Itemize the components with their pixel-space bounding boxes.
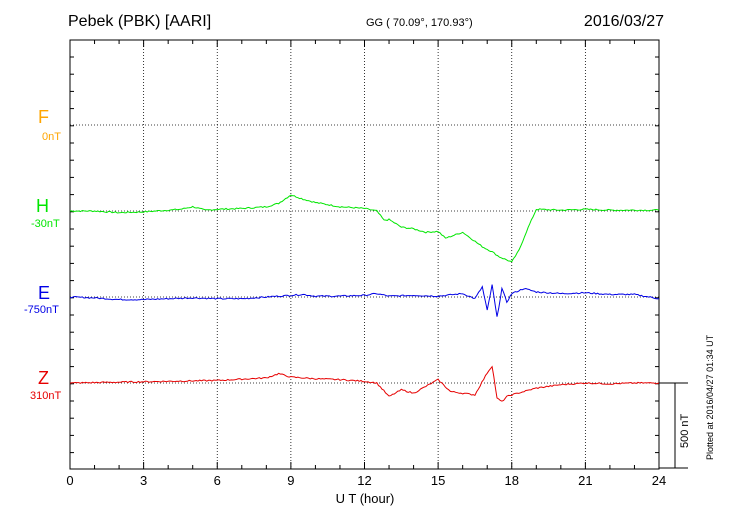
x-tick-label: 6: [214, 473, 221, 488]
x-tick-label: 3: [140, 473, 147, 488]
plot-frame: [69, 39, 660, 470]
x-axis-label: U T (hour): [335, 491, 395, 506]
scale-bar-label: 500 nT: [679, 413, 691, 448]
date-title: 2016/03/27: [583, 13, 664, 30]
series-label-e: E: [38, 283, 51, 303]
series-offset-h: -30nT: [31, 218, 60, 230]
series-label-f: F: [38, 107, 49, 127]
station-coords: GG ( 70.09°, 170.93°): [366, 17, 473, 29]
series-offset-f: 0nT: [42, 131, 61, 143]
station-title: Pebek (PBK) [AARI]: [68, 13, 212, 30]
series-label-z: Z: [38, 368, 49, 388]
x-tick-label: 21: [578, 473, 592, 488]
x-tick-label: 18: [505, 473, 519, 488]
series-label-h: H: [36, 196, 49, 216]
series-line-h: [69, 194, 660, 263]
x-tick-label: 24: [652, 473, 666, 488]
x-tick-label: 15: [431, 473, 445, 488]
series-line-z: [69, 365, 660, 402]
x-tick-label: 12: [357, 473, 371, 488]
plotted-timestamp: Plotted at 2016/04/27 01:34 UT: [705, 334, 715, 460]
x-tick-label: 9: [287, 473, 294, 488]
x-tick-label: 0: [66, 473, 73, 488]
series-offset-e: -750nT: [24, 304, 59, 316]
series-line-e: [69, 284, 660, 317]
series-offset-z: 310nT: [30, 390, 62, 402]
